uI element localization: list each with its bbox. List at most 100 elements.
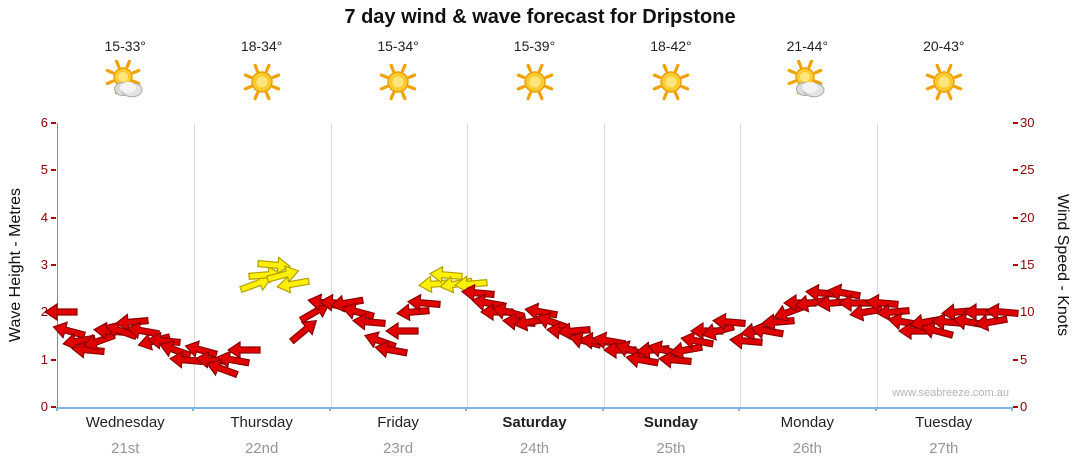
x-axis-tick xyxy=(328,407,331,411)
weather-icon-sunny xyxy=(240,60,284,108)
left-axis-tick-mark xyxy=(51,358,56,361)
day-name-label: Wednesday xyxy=(85,414,165,431)
wind-arrow xyxy=(183,337,221,363)
left-axis-tick-mark xyxy=(51,216,56,219)
day-name-label: Thursday xyxy=(230,414,293,431)
left-axis-tick: 3 xyxy=(40,257,48,272)
day-temp: 15-39° xyxy=(513,38,556,54)
weather-icon-partly-cloudy xyxy=(785,59,829,108)
weather-icon-sunny xyxy=(922,60,966,108)
day-name-label: Monday xyxy=(780,414,835,431)
wind-arrow xyxy=(50,318,88,344)
left-axis-tick: 2 xyxy=(0,304,48,319)
wind-arrow xyxy=(556,321,591,342)
wind-arrow xyxy=(214,348,251,372)
wind-arrow xyxy=(667,338,704,362)
right-axis-tick: 10 xyxy=(1020,304,1035,320)
left-axis-tick: 0 xyxy=(40,399,48,414)
weather-icon-sunny xyxy=(513,60,557,108)
weather-icon-sunny xyxy=(649,60,693,108)
left-axis-tick: 4 xyxy=(40,209,48,225)
chart-title: 7 day wind & wave forecast for Dripstone xyxy=(344,6,736,28)
wind-arrow xyxy=(428,264,463,285)
right-axis-label: Wind Speed - Knots xyxy=(1054,193,1071,337)
right-axis-tick: 20 xyxy=(1020,209,1035,225)
wind-arrow xyxy=(454,273,489,294)
left-axis-tick: 5 xyxy=(40,162,48,178)
left-axis-tick-mark xyxy=(51,264,56,266)
right-axis-tick-mark xyxy=(1013,406,1018,408)
day-separator-line xyxy=(603,123,605,407)
wind-arrow xyxy=(264,261,302,287)
wind-arrow xyxy=(837,293,872,312)
wind-arrow xyxy=(114,311,149,332)
wind-arrow xyxy=(203,355,241,384)
right-axis-tick: 5 xyxy=(1020,351,1028,367)
plot-area: www.seabreeze.com.au xyxy=(43,123,1019,409)
wind-arrow xyxy=(237,270,275,299)
wind-arrow xyxy=(460,283,496,304)
wind-arrow xyxy=(657,349,692,370)
day-separator-line xyxy=(330,123,332,407)
day-temp: 18-34° xyxy=(240,38,283,54)
wind-arrow xyxy=(793,291,830,315)
wind-arrow xyxy=(984,302,1019,323)
right-axis-tick: 30 xyxy=(1020,115,1035,130)
wind-arrow xyxy=(226,341,261,360)
weather-icon-partly-cloudy xyxy=(103,59,147,108)
x-axis-tick xyxy=(1011,407,1013,411)
wind-arrow xyxy=(711,311,747,332)
wind-arrow xyxy=(864,292,899,313)
left-axis-tick-mark xyxy=(51,122,56,124)
watermark: www.seabreeze.com.au xyxy=(892,387,1009,399)
right-axis-tick-mark xyxy=(1013,169,1018,172)
right-axis-tick: 0 xyxy=(1020,399,1028,414)
wind-arrow xyxy=(70,340,105,361)
wind-arrow xyxy=(285,313,323,349)
wind-arrow xyxy=(825,282,862,306)
wind-arrow xyxy=(274,272,311,296)
x-axis-tick xyxy=(601,407,604,411)
day-date-label: 27th xyxy=(929,440,959,457)
day-temp: 15-34° xyxy=(377,38,419,54)
left-axis-tick-mark xyxy=(51,406,56,408)
wind-arrow xyxy=(533,308,571,337)
wind-arrow xyxy=(373,338,410,362)
x-axis-tick xyxy=(192,407,195,411)
day-temp: 18-42° xyxy=(650,38,692,54)
x-axis-tick xyxy=(56,407,58,411)
day-name-label: Saturday xyxy=(502,414,567,431)
day-date-label: 24th xyxy=(519,440,550,457)
wind-arrow xyxy=(395,302,430,323)
wind-arrow xyxy=(124,319,161,343)
wind-arrow xyxy=(156,336,194,365)
day-date-label: 21st xyxy=(111,440,140,457)
wind-arrow xyxy=(60,329,97,353)
day-separator-line xyxy=(467,123,469,407)
right-axis-tick: 15 xyxy=(1020,257,1035,272)
wind-arrow xyxy=(678,329,715,353)
day-date-label: 25th xyxy=(656,440,686,457)
x-axis-tick xyxy=(738,407,741,411)
weather-icon-sunny xyxy=(376,60,420,108)
wind-arrow xyxy=(469,291,506,315)
right-axis-tick-mark xyxy=(1013,216,1018,219)
day-name-label: Tuesday xyxy=(915,414,973,431)
wind-arrow xyxy=(489,299,527,325)
right-axis-tick: 25 xyxy=(1020,162,1035,178)
left-axis-tick-mark xyxy=(51,169,56,172)
day-date-label: 26th xyxy=(792,440,822,457)
wind-arrow xyxy=(351,311,386,332)
right-axis-tick-mark xyxy=(1013,264,1018,266)
x-axis-tick xyxy=(465,407,468,411)
wind-arrow xyxy=(918,318,956,344)
day-name-label: Friday xyxy=(377,414,419,431)
right-axis-tick-mark xyxy=(1013,122,1018,124)
wind-arrow xyxy=(43,303,78,322)
wind-arrow xyxy=(624,348,661,372)
day-separator-line xyxy=(194,123,196,407)
wind-arrow xyxy=(728,330,763,351)
wind-arrow xyxy=(406,292,441,313)
day-temp: 20-43° xyxy=(923,38,965,54)
